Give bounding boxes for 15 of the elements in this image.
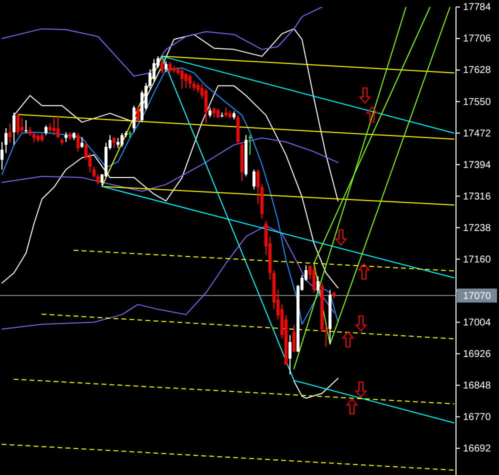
y-tick-label: 17238 (463, 222, 492, 234)
y-tick-label: 17472 (463, 128, 492, 140)
y-tick-label: 17706 (463, 34, 492, 45)
y-tick-label: 17004 (463, 317, 492, 328)
y-tick-label: 17628 (463, 65, 492, 76)
y-tick-label: 16926 (463, 348, 492, 360)
ref-line-label: 17070 (463, 291, 492, 302)
y-tick-label: 17394 (463, 160, 492, 171)
y-tick-label: 17160 (463, 254, 492, 266)
y-tick-label: 17550 (463, 96, 492, 108)
y-tick-label: 16770 (463, 412, 492, 424)
y-tick-label: 16692 (463, 444, 492, 455)
y-tick-label: 17784 (463, 2, 492, 14)
y-tick-label: 17316 (463, 191, 492, 202)
y-tick-label: 16848 (463, 380, 492, 392)
